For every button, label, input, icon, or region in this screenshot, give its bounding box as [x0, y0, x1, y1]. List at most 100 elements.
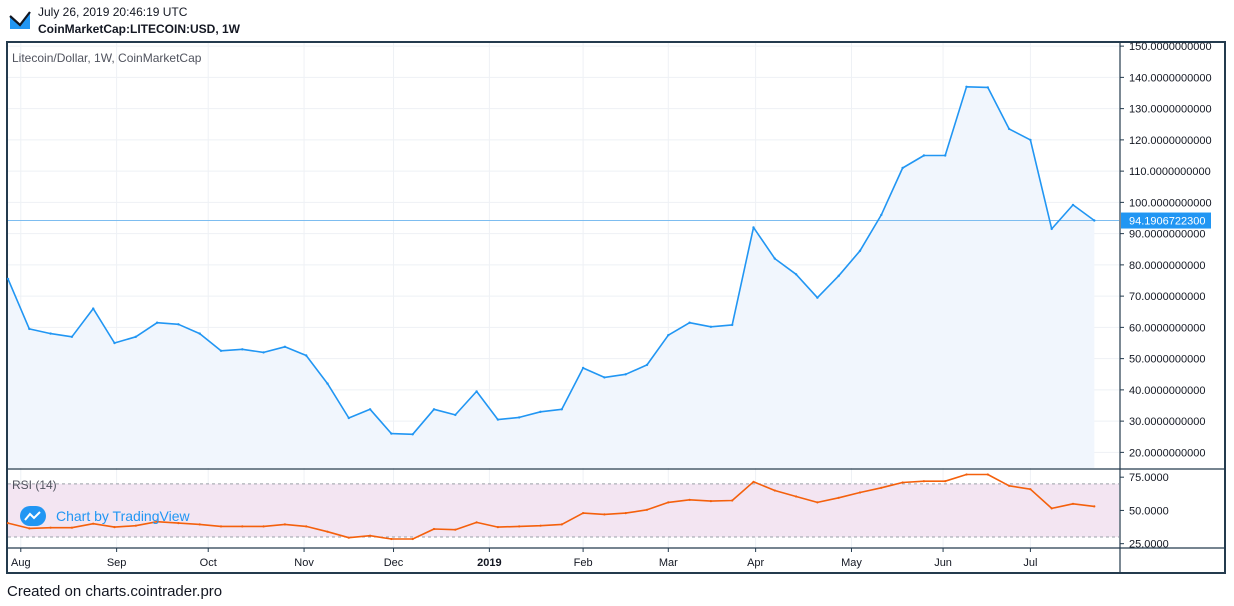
last-price-label-bg	[1121, 212, 1211, 229]
rsi-point	[411, 537, 414, 541]
price-point	[922, 154, 926, 157]
price-point	[1071, 203, 1075, 207]
rsi-point	[283, 523, 286, 526]
x-tick-label: Feb	[574, 557, 593, 569]
rsi-point	[795, 495, 798, 498]
price-point	[496, 418, 500, 421]
x-tick-label: Jul	[1023, 557, 1037, 569]
price-point	[283, 345, 287, 348]
price-point	[113, 341, 116, 345]
x-tick-label: Mar	[659, 557, 678, 569]
price-point	[986, 86, 989, 89]
price-point	[858, 249, 862, 252]
price-point	[411, 433, 414, 436]
rsi-point	[582, 511, 585, 515]
rsi-point	[219, 525, 223, 528]
price-point	[731, 323, 734, 327]
rsi-point	[922, 480, 926, 483]
price-point	[475, 390, 478, 393]
rsi-point	[901, 481, 904, 484]
price-point	[688, 321, 691, 324]
price-point	[219, 349, 223, 352]
price-point	[1050, 227, 1053, 231]
rsi-point	[241, 525, 244, 528]
rsi-point	[198, 523, 201, 526]
y-tick-label: 150.0000000000	[1129, 41, 1212, 53]
rsi-point	[156, 520, 159, 523]
rsi-point	[390, 537, 393, 541]
price-point	[603, 376, 606, 379]
price-point	[773, 257, 776, 260]
rsi-point	[688, 498, 691, 501]
chart-symbol: CoinMarketCap:LITECOIN:USD, 1W	[38, 22, 241, 36]
price-point	[262, 351, 265, 354]
rsi-point	[432, 527, 436, 531]
rsi-point	[539, 524, 542, 527]
price-point	[177, 323, 180, 326]
rsi-point	[1008, 484, 1011, 487]
y-tick-label: 110.0000000000	[1129, 166, 1211, 178]
x-tick-label: Oct	[200, 557, 217, 569]
rsi-point	[816, 501, 819, 504]
y-tick-label: 20.0000000000	[1129, 447, 1205, 459]
rsi-point	[49, 526, 52, 529]
y-tick-label: 120.0000000000	[1129, 135, 1212, 147]
price-point	[241, 348, 244, 351]
price-point	[28, 327, 31, 331]
price-point	[155, 321, 159, 324]
rsi-point	[709, 500, 713, 503]
price-point	[880, 213, 883, 217]
rsi-point	[645, 508, 649, 511]
rsi-point	[1050, 507, 1053, 510]
rsi-point	[1029, 488, 1032, 491]
rsi-point	[262, 525, 265, 528]
rsi-point	[624, 511, 627, 515]
price-point	[624, 373, 627, 376]
price-series-line	[7, 86, 1095, 436]
price-point	[667, 334, 670, 337]
price-point	[368, 408, 372, 411]
y-tick-label: 40.0000000000	[1129, 385, 1205, 397]
x-tick-label: May	[841, 557, 862, 569]
rsi-point	[752, 480, 755, 483]
x-tick-label: Nov	[294, 557, 314, 569]
y-tick-label: 100.0000000000	[1129, 197, 1212, 209]
rsi-point	[731, 499, 734, 502]
price-chart-title: Litecoin/Dollar, 1W, CoinMarketCap	[12, 51, 202, 65]
y-tick-label: 140.0000000000	[1129, 72, 1212, 84]
rsi-chart-title: RSI (14)	[12, 478, 57, 492]
rsi-tick-label: 25.0000	[1129, 539, 1169, 551]
tradingview-badge[interactable]: Chart by TradingView	[20, 506, 190, 526]
rsi-point	[134, 524, 137, 527]
last-price-label: 94.1906722300	[1129, 216, 1205, 228]
tradingview-cloud-icon	[20, 506, 46, 526]
rsi-band	[8, 483, 1119, 538]
rsi-tick-label: 50.0000	[1129, 505, 1169, 517]
price-point	[134, 335, 137, 338]
price-point	[305, 354, 308, 357]
price-point	[1007, 127, 1011, 131]
price-point	[539, 410, 542, 413]
y-tick-label: 30.0000000000	[1129, 416, 1205, 428]
rsi-point	[92, 522, 95, 525]
price-point	[198, 332, 201, 335]
x-tick-label: Sep	[107, 557, 127, 569]
y-tick-label: 50.0000000000	[1129, 354, 1205, 366]
tradingview-logo-icon	[9, 11, 31, 29]
price-point	[1029, 138, 1032, 142]
price-point	[70, 335, 74, 338]
x-tick-label: Dec	[384, 557, 404, 569]
y-tick-label: 60.0000000000	[1129, 322, 1205, 334]
price-point	[6, 277, 10, 281]
rsi-point	[944, 480, 947, 483]
price-point	[347, 416, 350, 420]
rsi-point	[518, 525, 521, 528]
rsi-point	[837, 496, 840, 499]
y-tick-label: 80.0000000000	[1129, 260, 1205, 272]
price-point	[581, 366, 585, 370]
price-point	[794, 273, 798, 276]
rsi-point	[986, 473, 989, 476]
rsi-point	[965, 473, 968, 476]
price-point	[965, 85, 968, 89]
